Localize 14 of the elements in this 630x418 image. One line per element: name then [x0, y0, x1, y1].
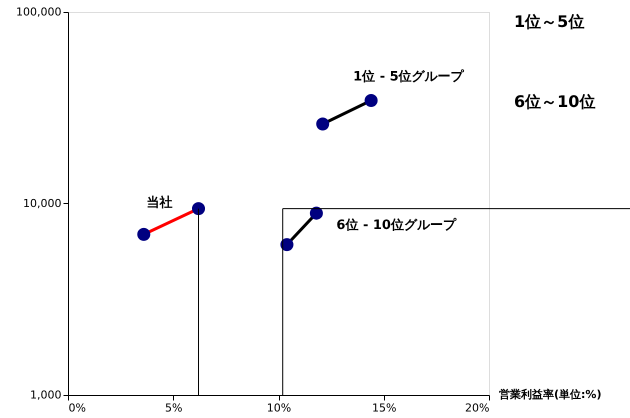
annotation: 1位 - 5位グループ: [353, 68, 465, 85]
y-tick-label: 1,000: [30, 388, 62, 402]
annotation: 6位 - 10位グループ: [336, 217, 457, 234]
text: 1位～5位: [514, 12, 584, 31]
x-tick-label: 10%: [266, 402, 292, 414]
x-tick-label: 20%: [465, 402, 490, 414]
x-axis-title: 営業利益率(単位:%): [499, 388, 602, 401]
y-tick-label: 10,000: [23, 197, 62, 210]
text: 6位～10位: [514, 92, 596, 111]
x-tick-label: 15%: [372, 402, 396, 414]
y-tick-label: 100,000: [16, 6, 62, 18]
x-tick-label: 5%: [165, 402, 182, 414]
annotation: 当社: [146, 194, 173, 211]
x-tick-label: 0%: [68, 402, 86, 414]
